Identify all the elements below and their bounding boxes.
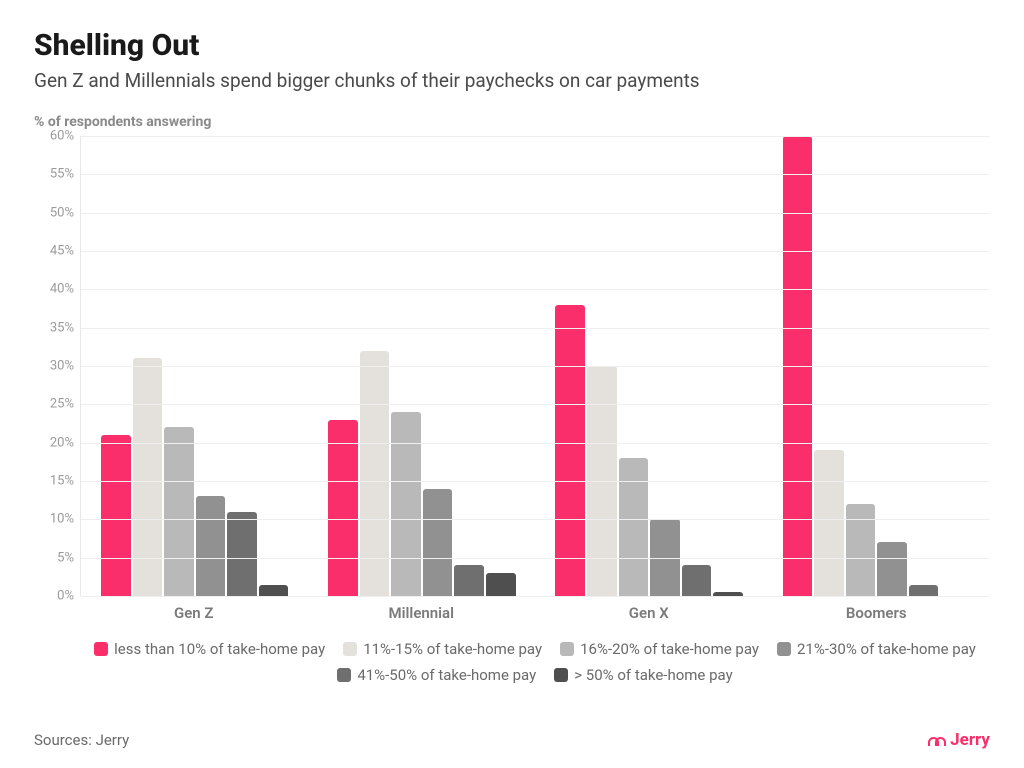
bar [814, 450, 844, 596]
gridline [81, 213, 990, 214]
bar [328, 420, 358, 596]
gridline [81, 558, 990, 559]
legend-item: 41%-50% of take-home pay [337, 666, 536, 684]
y-axis-label: % of respondents answering [34, 114, 990, 130]
bar [196, 496, 226, 596]
bar [454, 565, 484, 596]
legend-swatch [337, 668, 351, 682]
brand-icon [928, 734, 946, 746]
legend-swatch [554, 668, 568, 682]
y-tick: 60% [50, 129, 74, 144]
bar [360, 351, 390, 596]
legend-label: 11%-15% of take-home pay [363, 640, 542, 658]
footer: Sources: Jerry Jerry [34, 730, 990, 750]
bar [909, 585, 939, 597]
legend-item: 16%-20% of take-home pay [560, 640, 759, 658]
bar [682, 565, 712, 596]
legend-swatch [560, 642, 574, 656]
y-tick: 0% [57, 589, 74, 604]
y-tick: 40% [50, 282, 74, 297]
bar [101, 435, 131, 596]
gridline [81, 443, 990, 444]
y-tick: 45% [50, 244, 74, 259]
gridline [81, 289, 990, 290]
y-tick: 15% [50, 474, 74, 489]
gridline [81, 519, 990, 520]
gridline [81, 404, 990, 405]
legend-swatch [777, 642, 791, 656]
x-tick: Boomers [763, 604, 991, 622]
legend-label: 41%-50% of take-home pay [357, 666, 536, 684]
brand-name: Jerry [950, 730, 990, 750]
bar [555, 305, 585, 596]
bar [846, 504, 876, 596]
gridline [81, 366, 990, 367]
legend-item: > 50% of take-home pay [554, 666, 732, 684]
x-tick: Gen Z [80, 604, 308, 622]
y-tick: 20% [50, 435, 74, 450]
legend-label: 16%-20% of take-home pay [580, 640, 759, 658]
gridline [81, 481, 990, 482]
y-tick: 25% [50, 397, 74, 412]
y-axis: 0%5%10%15%20%25%30%35%40%45%50%55%60% [34, 136, 80, 596]
x-axis: Gen ZMillennialGen XBoomers [80, 604, 990, 622]
y-tick: 5% [57, 550, 74, 565]
legend-swatch [343, 642, 357, 656]
y-tick: 35% [50, 320, 74, 335]
brand-logo: Jerry [928, 730, 990, 750]
legend-item: 21%-30% of take-home pay [777, 640, 976, 658]
legend-item: less than 10% of take-home pay [94, 640, 325, 658]
bar [391, 412, 421, 596]
legend-swatch [94, 642, 108, 656]
legend-label: 21%-30% of take-home pay [797, 640, 976, 658]
legend-item: 11%-15% of take-home pay [343, 640, 542, 658]
x-tick: Gen X [535, 604, 763, 622]
bar [877, 542, 907, 596]
chart-title: Shelling Out [34, 28, 990, 63]
bar [133, 358, 163, 596]
gridline [81, 136, 990, 137]
chart-subtitle: Gen Z and Millennials spend bigger chunk… [34, 69, 990, 92]
bar [486, 573, 516, 596]
y-tick: 30% [50, 359, 74, 374]
gridline [81, 251, 990, 252]
source-text: Sources: Jerry [34, 731, 129, 749]
legend-label: less than 10% of take-home pay [114, 640, 325, 658]
y-tick: 55% [50, 167, 74, 182]
x-tick: Millennial [308, 604, 536, 622]
chart-area: 0%5%10%15%20%25%30%35%40%45%50%55%60% [34, 136, 990, 596]
bar [423, 489, 453, 596]
y-tick: 50% [50, 205, 74, 220]
gridline [81, 328, 990, 329]
bar [259, 585, 289, 597]
legend-label: > 50% of take-home pay [574, 666, 732, 684]
gridline [81, 596, 990, 597]
y-tick: 10% [50, 512, 74, 527]
bar [164, 427, 194, 596]
bar [619, 458, 649, 596]
plot-area [80, 136, 990, 596]
bar [227, 512, 257, 596]
legend: less than 10% of take-home pay 11%-15% of… [80, 640, 990, 684]
gridline [81, 174, 990, 175]
